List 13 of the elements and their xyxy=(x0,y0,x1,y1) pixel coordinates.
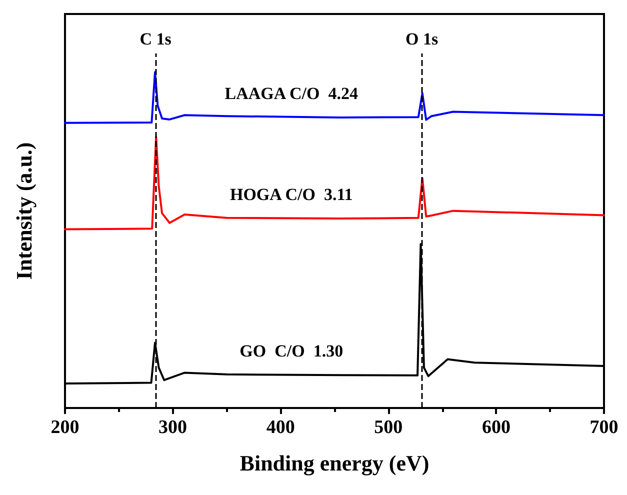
series-label: LAAGA C/O 4.24 xyxy=(224,84,358,103)
ref-line-label: C 1s xyxy=(140,29,172,48)
x-tick-label: 400 xyxy=(266,417,295,438)
series-label: HOGA C/O 3.11 xyxy=(230,185,353,204)
x-tick-label: 300 xyxy=(158,417,188,438)
x-tick-label: 500 xyxy=(374,417,403,438)
x-tick-label: 600 xyxy=(482,417,510,438)
x-tick-label: 700 xyxy=(590,417,618,438)
x-tick-label: 200 xyxy=(50,417,80,438)
series-label: GO C/O 1.30 xyxy=(240,342,344,361)
y-axis-title: Intensity (a.u.) xyxy=(12,142,36,280)
x-axis-title: Binding energy (eV) xyxy=(240,450,430,476)
ref-line-label: O 1s xyxy=(406,29,438,48)
